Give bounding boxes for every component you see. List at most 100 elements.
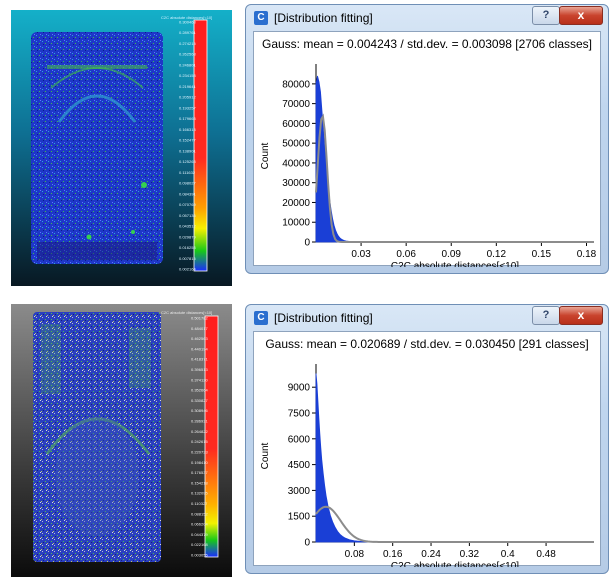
x-tick-label: 0.12 <box>487 249 507 260</box>
scale-tick-label: 0.242615 <box>191 439 208 444</box>
y-axis-label: Count <box>260 442 271 469</box>
title-bar[interactable]: C [Distribution fitting] ? x <box>246 305 608 331</box>
scale-tick-label: 0.132095 <box>191 491 208 496</box>
chart-area: Gauss: mean = 0.020689 / std.dev. = 0.03… <box>253 331 601 567</box>
y-tick-label: 50000 <box>282 139 310 150</box>
scale-tick-label: 0.193257 <box>179 105 196 110</box>
scale-tick-label: 0.057136 <box>179 213 196 218</box>
y-tick-label: 20000 <box>282 198 310 209</box>
scale-tick-label: 0.198410 <box>191 460 208 465</box>
x-tick-label: 0.24 <box>421 549 441 560</box>
gauss-fit-curve <box>315 113 594 243</box>
scale-tick-label: 0.219641 <box>179 84 196 89</box>
point-cloud-viewport-2[interactable]: C2C absolute distances[<10] 0.501782 0.48… <box>11 304 232 577</box>
y-tick-label: 4500 <box>288 460 311 471</box>
scale-tick-label: 0.084391 <box>179 191 196 196</box>
histogram-chart: 0 1500 3000 4500 6000 7500 9000 0.08 0.16 0.24 0.3… <box>260 364 594 567</box>
gauss-stats: Gauss: mean = 0.020689 / std.dev. = 0.03… <box>265 337 589 351</box>
svg-text:C2C absolute distances[<10]: C2C absolute distances[<10] <box>161 310 212 315</box>
chart-area: Gauss: mean = 0.004243 / std.dev. = 0.00… <box>253 31 601 267</box>
scale-tick-label: 0.066204 <box>191 522 208 527</box>
scale-tick-label: 0.205912 <box>179 95 196 100</box>
window-title: [Distribution fitting] <box>274 311 373 325</box>
color-scale-bar-2 <box>204 315 219 558</box>
scale-tick-label: 0.176537 <box>191 470 208 475</box>
window-title: [Distribution fitting] <box>274 11 373 25</box>
y-tick-label: 1500 <box>288 512 311 523</box>
x-tick-label: 0.03 <box>351 249 371 260</box>
scale-tick-label: 0.152477 <box>179 138 196 143</box>
scale-tick-label: 0.234158 <box>179 73 196 78</box>
gauss-fit-curve <box>315 505 594 543</box>
y-tick-label: 3000 <box>288 486 311 497</box>
scale-tick-label: 0.029879 <box>179 234 196 239</box>
scale-tick-label: 0.138901 <box>179 148 196 153</box>
scale-tick-label: 0.274215 <box>179 41 196 46</box>
y-axis-label: Count <box>260 142 271 169</box>
y-tick-label: 9000 <box>288 383 311 394</box>
x-axis-label: C2C absolute distances[<10] <box>391 561 519 567</box>
histogram-area <box>315 373 384 543</box>
y-tick-label: 6000 <box>288 434 311 445</box>
scale-tick-label: 0.440194 <box>191 346 208 351</box>
scale-tick-label: 0.179663 <box>179 116 196 121</box>
x-tick-label: 0.08 <box>345 549 365 560</box>
distribution-fitting-dialog-2: C [Distribution fitting] ? x Gauss: mean… <box>245 304 609 574</box>
y-tick-label: 7500 <box>288 409 311 420</box>
x-tick-label: 0.18 <box>577 249 597 260</box>
close-button[interactable]: x <box>559 306 603 325</box>
y-tick-label: 60000 <box>282 119 310 130</box>
scale-tick-label: 0.166318 <box>179 127 196 132</box>
scale-tick-label: 0.308946 <box>191 408 208 413</box>
cloudcompare-icon: C <box>254 11 268 25</box>
scale-tick-label: 0.484017 <box>191 326 208 331</box>
title-bar[interactable]: C [Distribution fitting] ? x <box>246 5 608 31</box>
scale-tick-label: 0.070769 <box>179 202 196 207</box>
x-tick-label: 0.4 <box>501 549 515 560</box>
y-tick-label: 0 <box>304 238 310 249</box>
cloud-shape-2 <box>33 312 161 562</box>
close-button[interactable]: x <box>559 6 603 25</box>
y-tick-label: 0 <box>304 538 310 549</box>
x-tick-label: 0.32 <box>460 549 480 560</box>
scale-tick-label: 0.125263 <box>179 159 196 164</box>
scale-tick-label: 0.043512 <box>179 224 196 229</box>
scale-tick-label: 0.374120 <box>191 377 208 382</box>
y-tick-label: 30000 <box>282 178 310 189</box>
point-cloud-view-2[interactable]: C2C absolute distances[<10] 0.501782 0.48… <box>11 304 232 577</box>
scale-tick-label: 0.300468 <box>179 20 196 25</box>
scale-tick-label: 0.220733 <box>191 449 208 454</box>
x-tick-label: 0.09 <box>442 249 462 260</box>
color-scale-bar-1 <box>193 19 208 272</box>
scale-tick-label: 0.286931 <box>191 419 208 424</box>
scale-tick-label: 0.462563 <box>191 336 208 341</box>
svg-text:C2C absolute distances[<10]: C2C absolute distances[<10] <box>161 15 212 20</box>
help-button[interactable]: ? <box>532 6 560 25</box>
y-tick-label: 40000 <box>282 158 310 169</box>
x-tick-label: 0.06 <box>396 249 416 260</box>
histogram-chart: 0 10000 20000 30000 40000 50000 60000 70000 8000… <box>260 64 597 267</box>
scale-tick-label: 0.022168 <box>191 542 208 547</box>
point-cloud-view-1[interactable]: C2C absolute distances[<10] 0.300468 0.28… <box>11 10 232 286</box>
gauss-stats: Gauss: mean = 0.004243 / std.dev. = 0.00… <box>262 37 592 51</box>
scale-tick-label: 0.007815 <box>179 256 196 261</box>
scale-tick-label: 0.111632 <box>179 170 196 175</box>
cloudcompare-icon: C <box>254 311 268 325</box>
scale-tick-label: 0.088152 <box>191 511 208 516</box>
x-tick-label: 0.48 <box>536 549 556 560</box>
scale-tick-label: 0.098027 <box>179 181 196 186</box>
scale-tick-label: 0.110327 <box>191 501 208 506</box>
scale-tick-label: 0.044379 <box>191 532 208 537</box>
x-tick-label: 0.16 <box>383 549 403 560</box>
x-axis-label: C2C absolute distances[<10] <box>391 261 519 267</box>
scale-tick-label: 0.016253 <box>179 245 196 250</box>
scale-tick-label: 0.418371 <box>191 357 208 362</box>
cloud-shape-1 <box>31 32 163 264</box>
scale-tick-label: 0.396513 <box>191 367 208 372</box>
histogram-area <box>315 75 362 243</box>
y-tick-label: 10000 <box>282 218 310 229</box>
scale-tick-label: 0.154218 <box>191 480 208 485</box>
distribution-fitting-dialog-1: C [Distribution fitting] ? x Gauss: mean… <box>245 4 609 274</box>
point-cloud-viewport-1[interactable]: C2C absolute distances[<10] 0.300468 0.28… <box>11 10 232 286</box>
help-button[interactable]: ? <box>532 306 560 325</box>
